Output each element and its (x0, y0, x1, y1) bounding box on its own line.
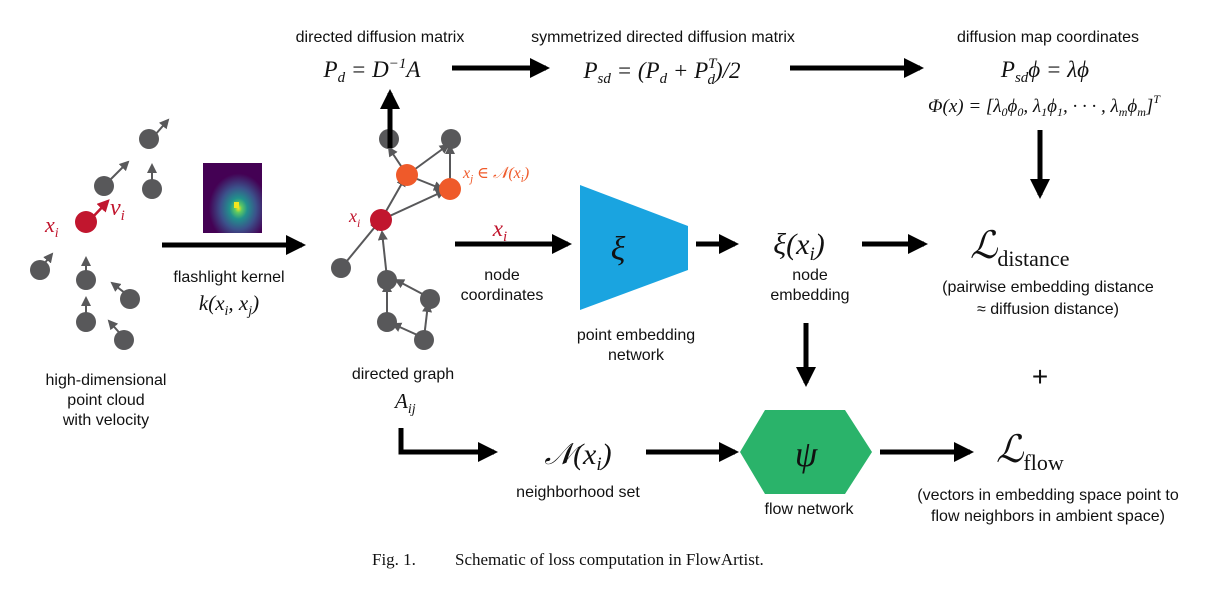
distance-loss: ℒdistance (970, 225, 1069, 271)
kernel-label: flashlight kernel (173, 269, 284, 286)
directed-graph-label: directed graph (352, 366, 454, 383)
point (120, 289, 140, 309)
neighbor-node (439, 178, 461, 200)
heatmap-peak (234, 202, 239, 208)
xi-network-symbol: ξ (611, 231, 626, 268)
graph-node (331, 258, 351, 278)
point (142, 179, 162, 199)
graph-xi-label: xi (348, 206, 360, 230)
aij-label: Aij (393, 389, 416, 417)
point (94, 176, 114, 196)
embedding-row: xi node coordinates ξ point embedding ne… (455, 185, 1154, 392)
point-cloud-label-2: point cloud (67, 392, 144, 409)
caption-prefix: Fig. 1. (372, 550, 416, 569)
graph-node (414, 330, 434, 350)
point-cloud-label-3: with velocity (62, 412, 149, 429)
output-label-2: embedding (770, 287, 849, 304)
network-label-2: network (608, 347, 665, 364)
neighbor-node (396, 164, 418, 186)
diffusion-row: directed diffusion matrix Pd = D−1A symm… (296, 29, 1161, 199)
heatmap-thumbnail (203, 163, 262, 233)
flow-desc-1: (vectors in embedding space point to (917, 487, 1179, 504)
directed-graph: xi xj ∈ 𝒩(xi) directed graph Aij (331, 129, 529, 417)
point-cloud-label-1: high-dimensional (46, 372, 167, 389)
diffusion-map-formula: Psdϕ = λϕ (1000, 57, 1089, 86)
xi-label: xi (44, 212, 59, 241)
input-label-1: node (484, 267, 520, 284)
graph-node (377, 270, 397, 290)
psi-network-symbol: ψ (795, 434, 818, 474)
highlighted-node (370, 209, 392, 231)
vi-label: vi (110, 195, 125, 224)
figure-caption: Fig. 1. Schematic of loss computation in… (372, 550, 764, 569)
kernel-formula: k(xi, xj) (199, 291, 259, 319)
symmetrized-title: symmetrized directed diffusion matrix (531, 29, 795, 46)
input-xi: xi (492, 216, 507, 245)
point (76, 312, 96, 332)
point (139, 129, 159, 149)
plus-sign: + (1032, 361, 1048, 392)
flow-row: 𝒩(xi) neighborhood set ψ flow network ℒf… (398, 410, 1179, 525)
velocity-arrow (107, 160, 130, 183)
arrow-to-neighborhood (398, 428, 498, 462)
point (30, 260, 50, 280)
phi-formula: Φ(x) = [λ0ϕ0, λ1ϕ1, · · · , λmϕm]T (928, 92, 1161, 119)
flow-network (740, 410, 872, 494)
graph-node (377, 312, 397, 332)
distance-desc-1: (pairwise embedding distance (942, 279, 1154, 296)
highlighted-point (75, 211, 97, 233)
point-cloud: xi vi high-dimensional point cloud with … (30, 118, 170, 429)
kernel: flashlight kernel k(xi, xj) (162, 163, 306, 319)
flow-loss: ℒflow (996, 429, 1064, 475)
embedding-output: ξ(xi) (773, 228, 824, 265)
flow-network-label: flow network (765, 501, 855, 518)
diffusion-map-title: diffusion map coordinates (957, 29, 1139, 46)
directed-diffusion-formula: Pd = D−1A (323, 56, 422, 86)
point (114, 330, 134, 350)
point-embedding-network (580, 185, 688, 310)
graph-xj-label: xj ∈ 𝒩(xi) (462, 165, 529, 185)
caption-text: Schematic of loss computation in FlowArt… (455, 550, 764, 569)
point (76, 270, 96, 290)
symmetrized-formula: Psd = (Pd + PT d)/2 (582, 56, 740, 88)
graph-node (420, 289, 440, 309)
neighborhood-set: 𝒩(xi) (544, 438, 611, 475)
input-label-2: coordinates (461, 287, 544, 304)
directed-diffusion-title: directed diffusion matrix (296, 29, 465, 46)
network-label-1: point embedding (577, 327, 695, 344)
neighborhood-label: neighborhood set (516, 484, 640, 501)
graph-node (441, 129, 461, 149)
graph-edge (341, 220, 381, 268)
graph-edge (380, 189, 446, 221)
output-label-1: node (792, 267, 828, 284)
flow-desc-2: flow neighbors in ambient space) (931, 508, 1165, 525)
distance-desc-2: ≈ diffusion distance) (977, 301, 1119, 318)
velocity-arrow (154, 118, 170, 136)
